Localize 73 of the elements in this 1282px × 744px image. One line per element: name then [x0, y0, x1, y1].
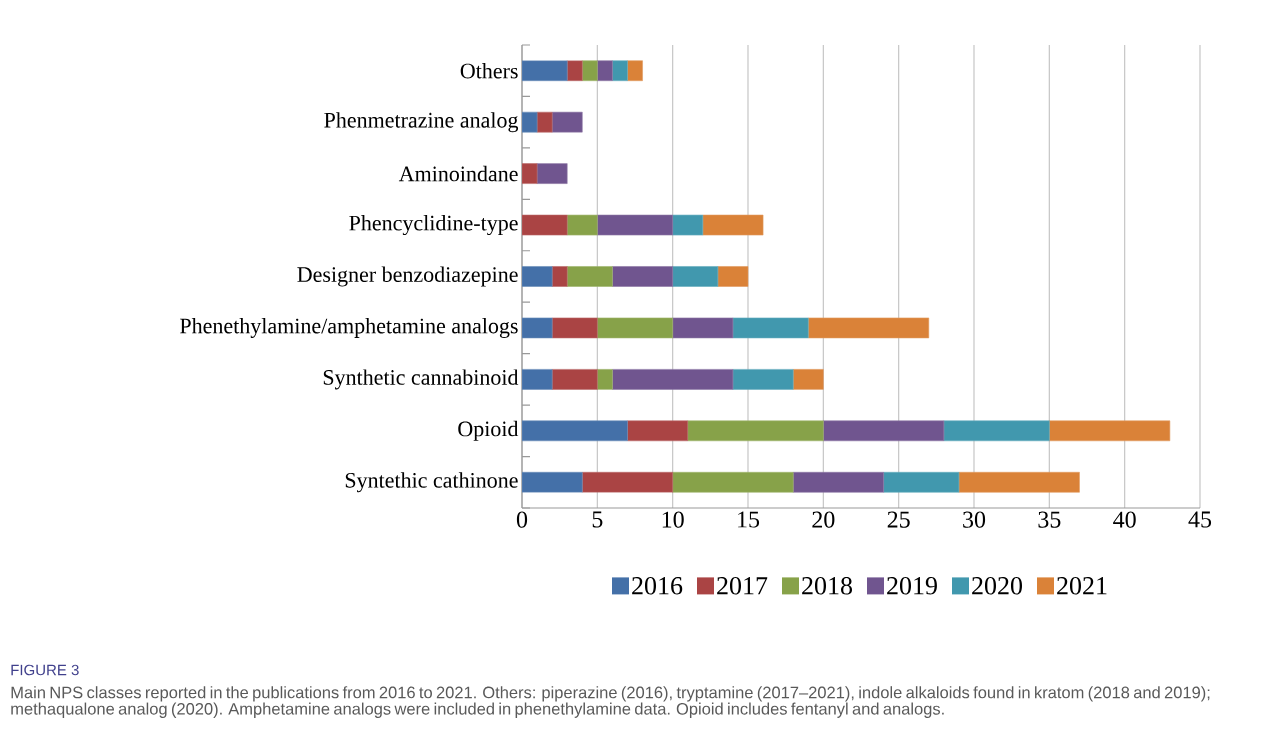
bar [597, 214, 673, 236]
x-tick-label: 20 [812, 511, 835, 528]
bar [702, 214, 764, 236]
y-tick-label: Phenmetrazine analog [324, 112, 519, 133]
bar [687, 420, 824, 442]
bar [522, 317, 553, 339]
y-tick-label: Designer benzodiazepine [297, 266, 518, 287]
caption: FIGURE 3 [11, 664, 79, 676]
bar [958, 471, 1080, 493]
legend-label: 2018 [802, 577, 853, 595]
legend-label: 2019 [887, 577, 937, 595]
bar [717, 266, 749, 287]
bar [522, 471, 583, 493]
y-tick-label: Syntethic cathinone [345, 472, 518, 493]
bar [792, 471, 884, 493]
bar [522, 420, 628, 442]
bar [1049, 420, 1171, 442]
bar [551, 111, 583, 133]
bar [612, 60, 628, 82]
bar [792, 369, 824, 390]
legend-label: 2021 [1057, 577, 1107, 595]
text: Main NPS classes reported in the publications from 2016 to 2021. Others: piperazine (2016), tryptamine (2017–2021), indole alkaloids found in kratom (2018 and 2019); methaqualone analog (2020). Amphetamine analogs were included in phenethylamine data. Opioid includes fentanyl and analogs. [11, 686, 1210, 718]
y-tick-label: Synthetic cannabinoid [323, 369, 519, 390]
bar [672, 214, 704, 236]
bar [522, 214, 568, 236]
x-tick-label: 0 [516, 511, 528, 528]
legend-label: 2016 [632, 577, 683, 595]
bar [597, 60, 613, 82]
bar [522, 163, 538, 184]
x-tick-label: 30 [963, 511, 986, 528]
y-tick-label: Opioid [458, 420, 519, 441]
legend-label: 2017 [717, 577, 768, 595]
bar [597, 317, 673, 339]
bar [566, 60, 583, 82]
bar [551, 317, 598, 339]
x-tick-label: 5 [592, 511, 603, 528]
bar [581, 60, 598, 82]
bar [672, 266, 719, 287]
bar [732, 369, 794, 390]
bar [522, 369, 553, 390]
bar [627, 60, 643, 82]
bar [536, 111, 553, 133]
bar [522, 60, 568, 82]
x-tick-label: 45 [1188, 511, 1212, 528]
bar [612, 369, 734, 390]
y-tick-label: Aminoindane [398, 165, 518, 182]
bar [581, 471, 673, 493]
bar [566, 214, 598, 236]
bar [597, 369, 613, 390]
y-tick-label: Phenethylamine/amphetamine analogs [180, 317, 518, 338]
bar [883, 471, 960, 493]
bar [551, 369, 598, 390]
bar [823, 420, 945, 442]
bar [672, 471, 794, 493]
legend-label: 2020 [972, 577, 1023, 595]
y-tick-label: Others [460, 62, 518, 79]
bar [551, 266, 568, 287]
bar [627, 420, 689, 442]
x-tick-label: 40 [1113, 511, 1136, 528]
x-tick-label: 10 [662, 511, 684, 528]
bar [522, 266, 553, 287]
bar [612, 266, 673, 287]
x-tick-label: 35 [1038, 511, 1061, 528]
bar [943, 420, 1050, 442]
bar [536, 163, 568, 184]
bar [522, 111, 538, 133]
bar [566, 266, 613, 287]
y-tick-label: Phencyclidine-type [349, 215, 518, 236]
x-tick-label: 15 [738, 511, 760, 528]
bar [807, 317, 930, 339]
bar [672, 317, 734, 339]
bar [732, 317, 809, 339]
x-tick-label: 25 [887, 511, 910, 528]
